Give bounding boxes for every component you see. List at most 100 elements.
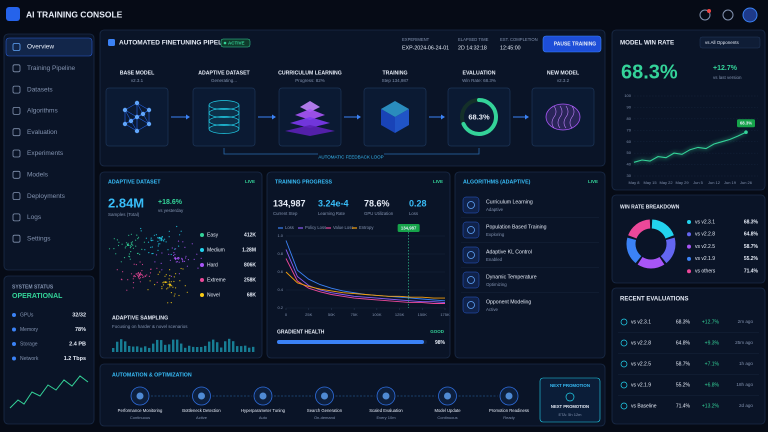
sample-dot bbox=[143, 241, 145, 243]
sample-dot bbox=[168, 281, 170, 283]
sample-dot bbox=[130, 251, 132, 253]
sample-dot bbox=[118, 241, 120, 243]
meta-value: 12:45:00 bbox=[500, 45, 521, 51]
nav-icon bbox=[12, 128, 21, 137]
live-badge: LIVE bbox=[245, 179, 255, 184]
net-node bbox=[122, 121, 128, 127]
sampling-bar bbox=[144, 346, 147, 352]
current-point bbox=[744, 130, 748, 135]
sample-dot bbox=[129, 247, 131, 249]
badge-dot bbox=[223, 41, 227, 45]
stat-value: 3.24e-4 bbox=[318, 198, 349, 208]
sample-dot bbox=[151, 246, 153, 248]
x-tick-label: Jun 19 bbox=[724, 180, 737, 185]
dataset-total: 2.84M bbox=[108, 195, 144, 210]
legend-dot bbox=[687, 220, 691, 224]
stage-title: ADAPTIVE DATASET bbox=[198, 70, 250, 76]
sample-dot bbox=[169, 286, 171, 288]
sample-dot bbox=[186, 265, 188, 267]
row-name[interactable]: vs Baseline bbox=[631, 403, 657, 409]
nav-item[interactable]: Models bbox=[27, 172, 49, 179]
sampling-bar bbox=[220, 347, 223, 352]
sample-dot bbox=[180, 230, 182, 232]
sample-dot bbox=[173, 252, 175, 254]
nav-item[interactable]: Algorithms bbox=[27, 108, 58, 115]
filter-dropdown[interactable] bbox=[699, 36, 761, 49]
row-name[interactable]: vs v2.1.9 bbox=[631, 382, 651, 388]
sample-dot bbox=[157, 240, 159, 242]
nav-icon bbox=[12, 149, 21, 158]
notifications[interactable] bbox=[699, 9, 711, 21]
ring-label: 68.3% bbox=[468, 112, 490, 121]
sample-dot bbox=[143, 276, 145, 278]
sample-dot bbox=[160, 262, 162, 264]
net-node bbox=[122, 107, 128, 113]
nav-icon bbox=[12, 192, 21, 201]
legend-value: 64.8% bbox=[744, 232, 759, 238]
sample-dot bbox=[184, 285, 186, 287]
sample-dot bbox=[162, 239, 164, 241]
filter-text[interactable]: vs All Opponents bbox=[705, 40, 740, 45]
sampling-bar bbox=[168, 344, 171, 352]
nav-item[interactable]: Datasets bbox=[27, 86, 53, 93]
pipeline-panel bbox=[99, 29, 606, 167]
algo-title: Population Based Training bbox=[486, 224, 547, 230]
net-edge bbox=[136, 102, 150, 111]
row-name[interactable]: vs v2.2.5 bbox=[631, 361, 651, 367]
sampling-bar bbox=[208, 341, 211, 352]
promotion-header: NEXT PROMOTION bbox=[550, 383, 590, 388]
nav-item[interactable]: Overview bbox=[27, 44, 54, 51]
legend-value: 68.3% bbox=[744, 219, 759, 225]
sample-dot bbox=[169, 269, 171, 271]
net-node bbox=[140, 111, 146, 117]
sampling-bar bbox=[116, 341, 119, 352]
sample-dot bbox=[170, 284, 172, 286]
x-tick-label: May 29 bbox=[675, 180, 689, 185]
arrow-head bbox=[441, 114, 445, 120]
pause-button[interactable] bbox=[542, 35, 602, 53]
arrow-head bbox=[357, 114, 361, 120]
nav-item[interactable]: Deployments bbox=[27, 193, 66, 200]
pause-button-text[interactable]: PAUSE TRAINING bbox=[554, 42, 597, 48]
sample-dot bbox=[139, 277, 141, 279]
sample-dot bbox=[115, 253, 117, 255]
sample-dot bbox=[161, 236, 163, 238]
legend-value: 1.28M bbox=[242, 247, 256, 253]
sample-dot bbox=[131, 241, 133, 243]
sample-dot bbox=[179, 280, 181, 282]
avatar[interactable] bbox=[742, 7, 758, 23]
sample-dot bbox=[173, 254, 175, 257]
sample-dot bbox=[132, 244, 134, 246]
nav-item[interactable]: Evaluation bbox=[27, 129, 58, 136]
training-panel bbox=[266, 171, 451, 359]
row-win-rate: 64.8% bbox=[676, 340, 691, 346]
loss-line bbox=[285, 271, 445, 299]
current-tag-label: 68.3% bbox=[740, 121, 752, 126]
algo-title: Curriculum Learning bbox=[486, 199, 533, 205]
step-status: Every 10m bbox=[376, 415, 396, 420]
sampling-title: ADAPTIVE SAMPLING bbox=[112, 315, 168, 321]
sample-dot bbox=[147, 289, 149, 291]
nav-item[interactable]: Experiments bbox=[27, 150, 64, 157]
row-time: 2d ago bbox=[739, 403, 753, 408]
help[interactable] bbox=[722, 9, 734, 21]
nav-item[interactable]: Logs bbox=[27, 214, 42, 221]
pyramid-layer bbox=[290, 117, 330, 128]
sample-dot bbox=[167, 287, 169, 289]
sidebar bbox=[3, 33, 95, 271]
algo-glyph bbox=[467, 201, 475, 209]
sample-dot bbox=[163, 281, 165, 283]
sampling-bar bbox=[228, 338, 231, 352]
sampling-bar bbox=[136, 346, 139, 352]
nav-item[interactable]: Settings bbox=[27, 235, 51, 242]
sample-dot bbox=[121, 279, 123, 281]
stat-value: 78.6% bbox=[364, 198, 390, 208]
sample-dot bbox=[168, 236, 170, 238]
nav-item[interactable]: Training Pipeline bbox=[27, 65, 76, 72]
row-name[interactable]: vs v2.3.1 bbox=[631, 319, 651, 325]
row-name[interactable]: vs v2.2.8 bbox=[631, 340, 651, 346]
step-glyph bbox=[505, 392, 513, 400]
nav-active bbox=[5, 37, 93, 57]
sample-dot bbox=[150, 237, 152, 239]
row-time: 1h ago bbox=[739, 361, 753, 366]
